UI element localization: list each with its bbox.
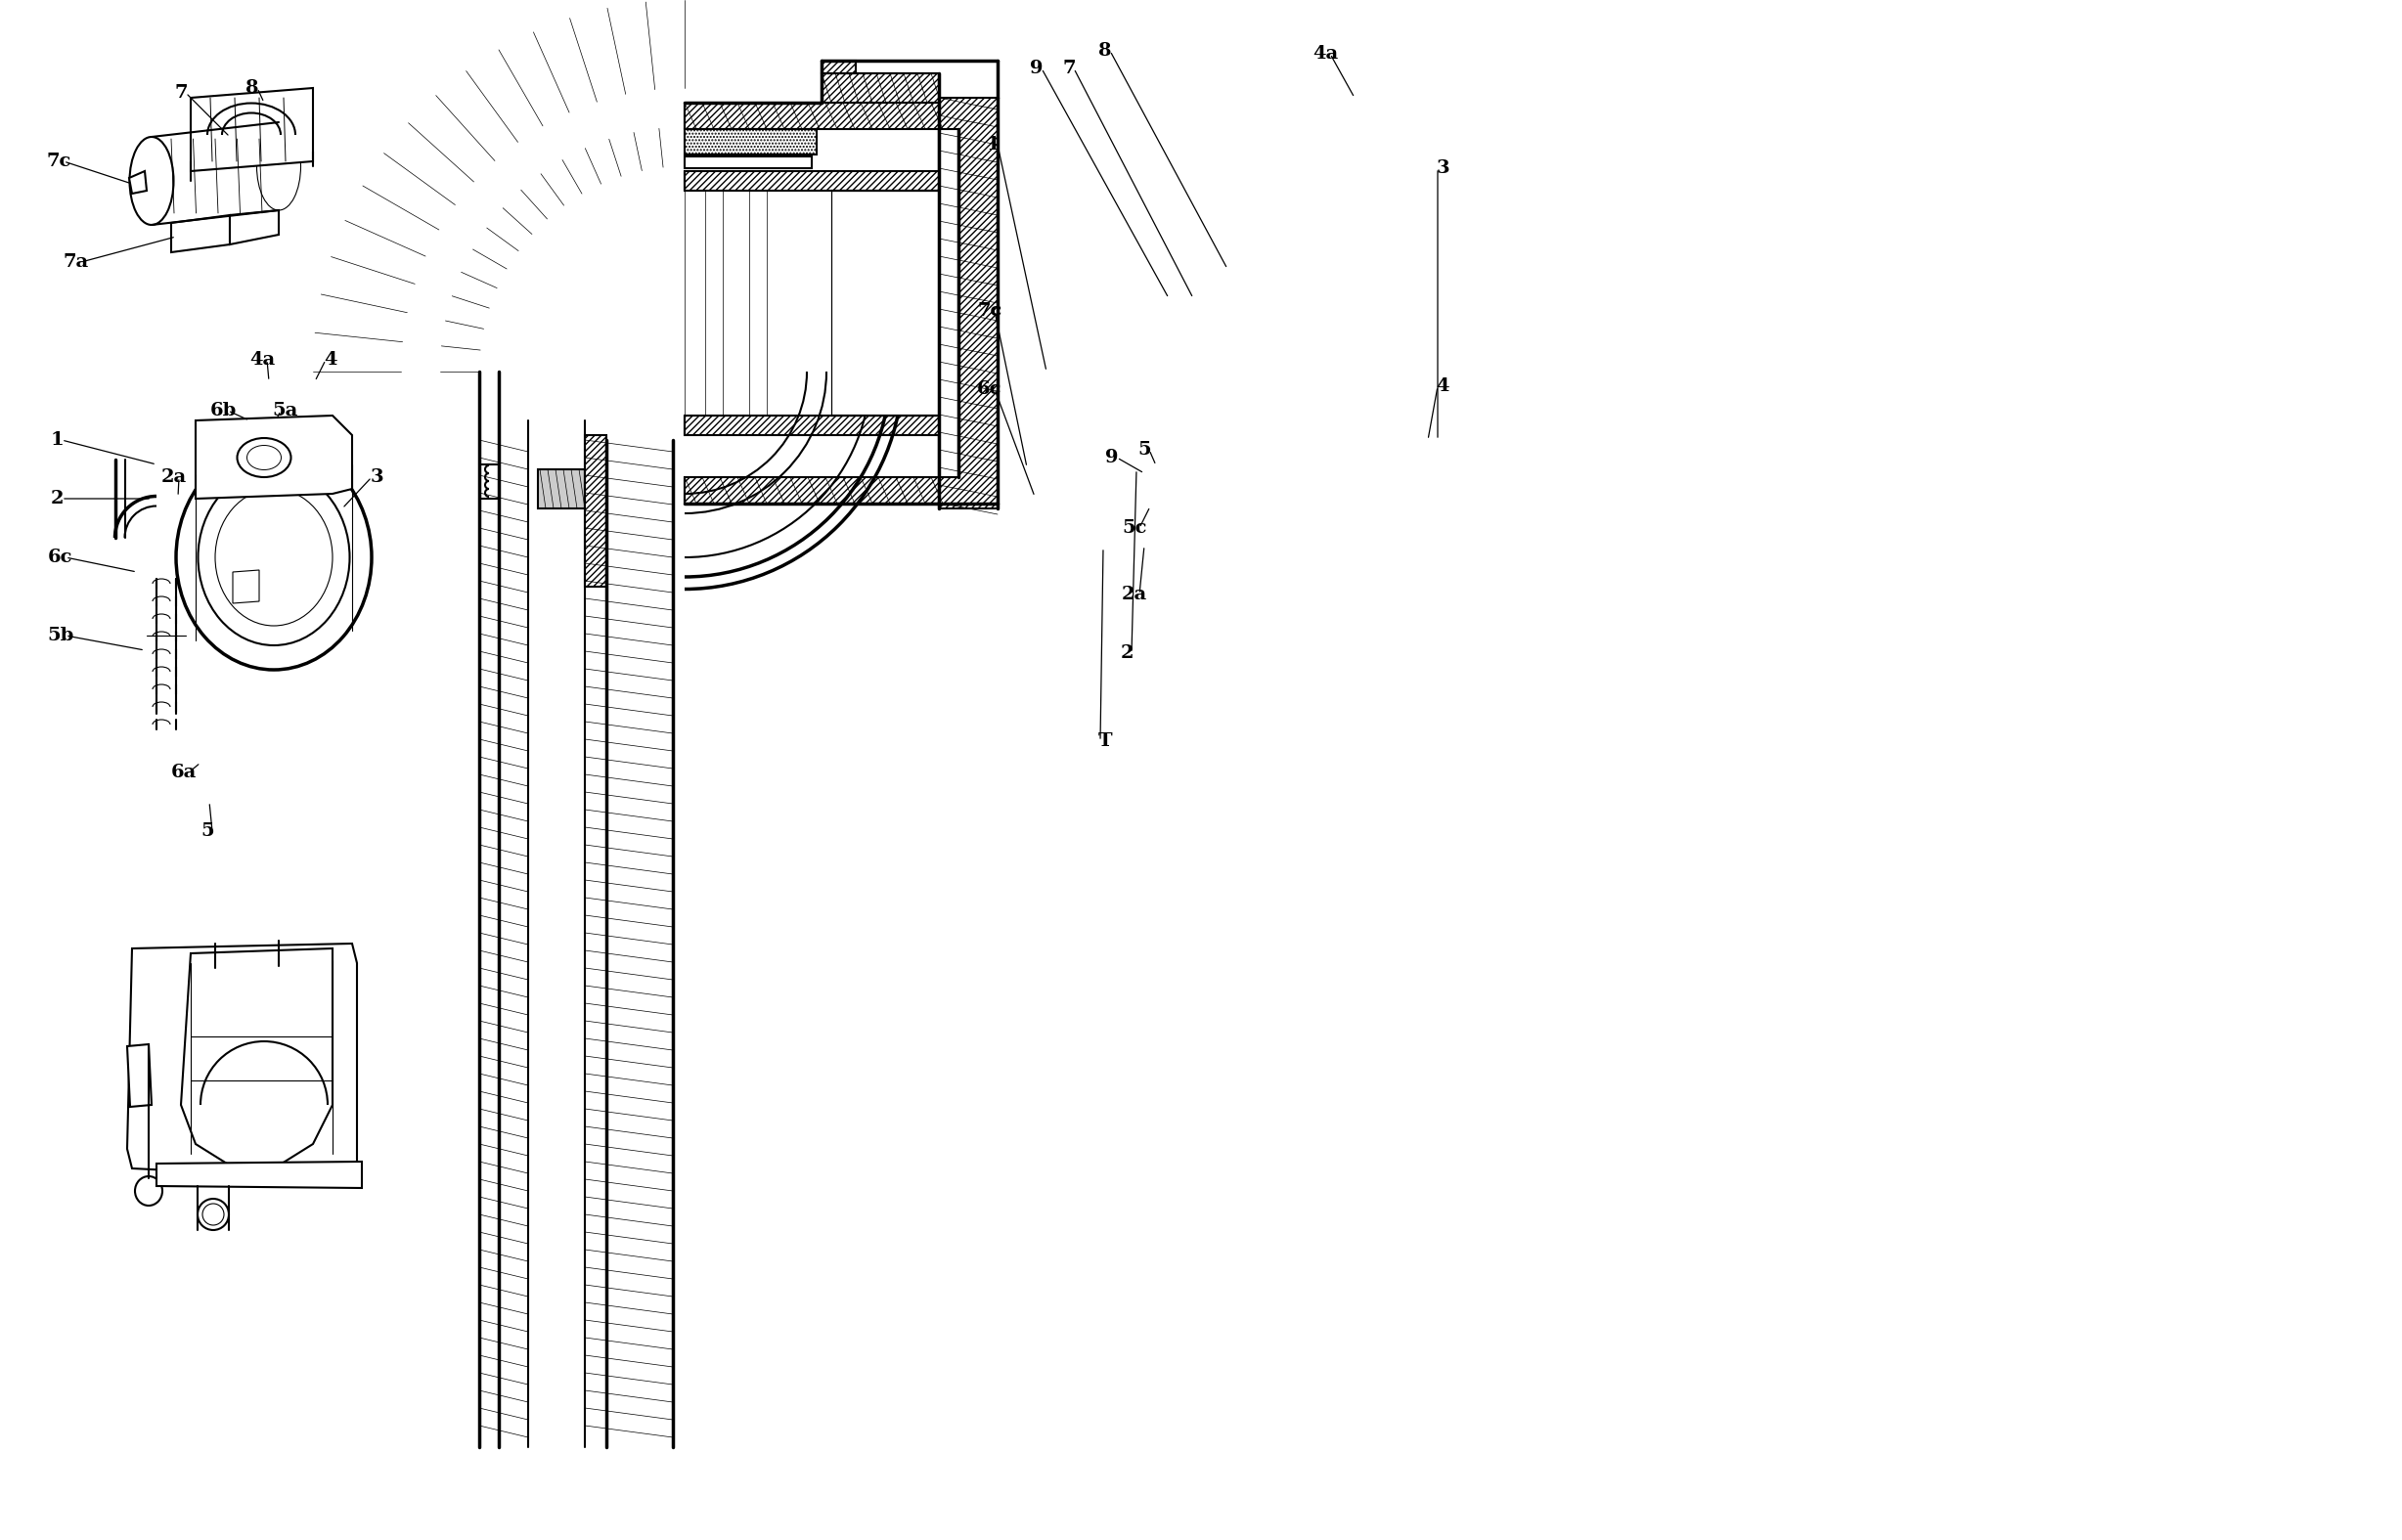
Text: 8: 8: [245, 79, 259, 97]
Polygon shape: [821, 74, 939, 103]
Polygon shape: [195, 416, 353, 499]
Polygon shape: [685, 477, 997, 504]
Polygon shape: [127, 1044, 151, 1107]
Text: 6c: 6c: [48, 548, 72, 567]
Text: 5b: 5b: [48, 627, 74, 644]
Ellipse shape: [197, 1198, 228, 1230]
Text: 7: 7: [1062, 60, 1076, 77]
Polygon shape: [685, 416, 939, 436]
Polygon shape: [180, 949, 331, 1169]
Polygon shape: [821, 60, 855, 74]
Text: 1: 1: [985, 136, 999, 154]
Polygon shape: [231, 211, 279, 245]
Polygon shape: [190, 88, 312, 171]
Text: 6a: 6a: [171, 764, 197, 781]
Text: T: T: [1098, 733, 1112, 750]
Polygon shape: [685, 171, 939, 191]
Ellipse shape: [197, 470, 351, 645]
Polygon shape: [127, 944, 358, 1178]
Text: 1: 1: [50, 431, 62, 448]
Polygon shape: [685, 191, 939, 416]
Ellipse shape: [709, 282, 718, 325]
Ellipse shape: [706, 276, 723, 330]
Text: 2a: 2a: [161, 468, 187, 487]
Text: 7c: 7c: [46, 152, 72, 169]
Polygon shape: [538, 470, 584, 508]
Text: 3: 3: [370, 468, 384, 487]
Text: 2a: 2a: [1122, 585, 1148, 604]
Text: 9: 9: [1030, 60, 1042, 77]
Polygon shape: [233, 570, 259, 604]
Polygon shape: [939, 129, 958, 477]
Text: 5c: 5c: [1122, 519, 1148, 537]
Polygon shape: [685, 157, 812, 168]
Text: 4: 4: [1436, 377, 1448, 396]
Polygon shape: [584, 436, 605, 587]
Ellipse shape: [754, 282, 764, 325]
Ellipse shape: [749, 276, 766, 330]
Ellipse shape: [238, 437, 291, 477]
Polygon shape: [171, 216, 231, 253]
Polygon shape: [831, 191, 939, 416]
Text: 5a: 5a: [274, 402, 298, 419]
Text: 6c: 6c: [978, 380, 1002, 397]
Ellipse shape: [130, 137, 173, 225]
Text: 2: 2: [1119, 644, 1134, 662]
Text: 9: 9: [1105, 448, 1119, 467]
Polygon shape: [939, 97, 997, 508]
Text: 4a: 4a: [250, 351, 274, 368]
Text: 7c: 7c: [978, 302, 1002, 320]
Ellipse shape: [216, 488, 331, 625]
Text: 7: 7: [175, 85, 187, 102]
Polygon shape: [685, 129, 817, 154]
Ellipse shape: [135, 1177, 163, 1206]
Ellipse shape: [257, 122, 300, 211]
Ellipse shape: [175, 445, 372, 670]
Text: 4: 4: [324, 351, 336, 368]
Ellipse shape: [247, 445, 281, 470]
Polygon shape: [130, 171, 147, 194]
Text: 7a: 7a: [62, 253, 89, 271]
Text: 3: 3: [1436, 159, 1448, 177]
Text: 8: 8: [1098, 42, 1112, 60]
Text: 5: 5: [1139, 440, 1151, 459]
Polygon shape: [685, 103, 997, 129]
Ellipse shape: [202, 1204, 223, 1226]
Text: 5: 5: [202, 822, 214, 839]
Polygon shape: [156, 1161, 363, 1187]
Text: 6b: 6b: [209, 402, 235, 419]
Text: 4a: 4a: [1311, 45, 1338, 63]
Text: 2: 2: [50, 490, 62, 508]
